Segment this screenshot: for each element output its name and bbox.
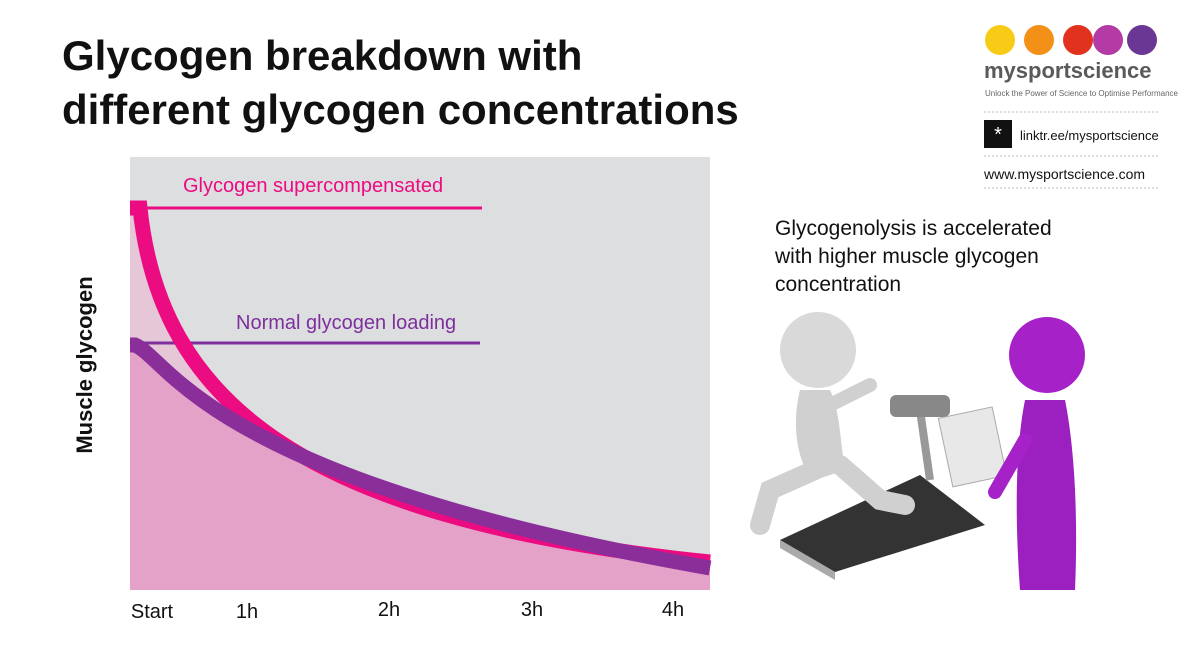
y-axis-label: Muscle glycogen xyxy=(72,276,97,453)
coach-head xyxy=(1009,317,1085,393)
runner-leg xyxy=(830,455,915,515)
x-label: 3h xyxy=(521,599,543,621)
runner-arm xyxy=(823,378,877,412)
treadmill-side xyxy=(780,540,835,580)
x-label: Start xyxy=(131,601,174,623)
logo-dot xyxy=(1127,25,1157,55)
runner-head xyxy=(780,312,856,388)
caption-line: Glycogenolysis is accelerated xyxy=(775,217,1052,240)
treadmill-belt xyxy=(780,475,985,572)
illustration xyxy=(750,312,1085,590)
curve-label: Normal glycogen loading xyxy=(236,312,456,334)
logo-dot xyxy=(1093,25,1123,55)
brand-tagline: Unlock the Power of Science to Optimise … xyxy=(985,89,1179,98)
website: www.mysportscience.com xyxy=(983,166,1145,182)
treadmill-console xyxy=(890,395,950,417)
curve-label: Glycogen supercompensated xyxy=(183,175,443,197)
area-normal xyxy=(130,345,710,590)
link-text: linktr.ee/mysportscience xyxy=(1020,128,1159,143)
logo-dot xyxy=(985,25,1015,55)
brand-name: mysportscience xyxy=(984,58,1152,83)
treadmill-post xyxy=(916,409,934,481)
coach-arm xyxy=(988,433,1032,499)
x-label: 1h xyxy=(236,601,258,623)
curve-normal xyxy=(130,337,712,576)
runner-body xyxy=(795,390,845,480)
runner-leg xyxy=(750,460,825,535)
coach-body xyxy=(1016,400,1077,590)
logo-dot xyxy=(1024,25,1054,55)
logo-dot xyxy=(1063,25,1093,55)
clipboard xyxy=(937,406,1008,488)
link-icon xyxy=(984,120,1012,148)
x-label: 2h xyxy=(378,599,400,621)
link-icon-glyph: * xyxy=(994,124,1002,146)
title-line: different glycogen concentrations xyxy=(62,86,739,133)
x-label: 4h xyxy=(662,599,684,621)
title-line: Glycogen breakdown with xyxy=(62,32,582,79)
caption-line: with higher muscle glycogen xyxy=(774,245,1039,268)
caption-line: concentration xyxy=(775,273,901,296)
